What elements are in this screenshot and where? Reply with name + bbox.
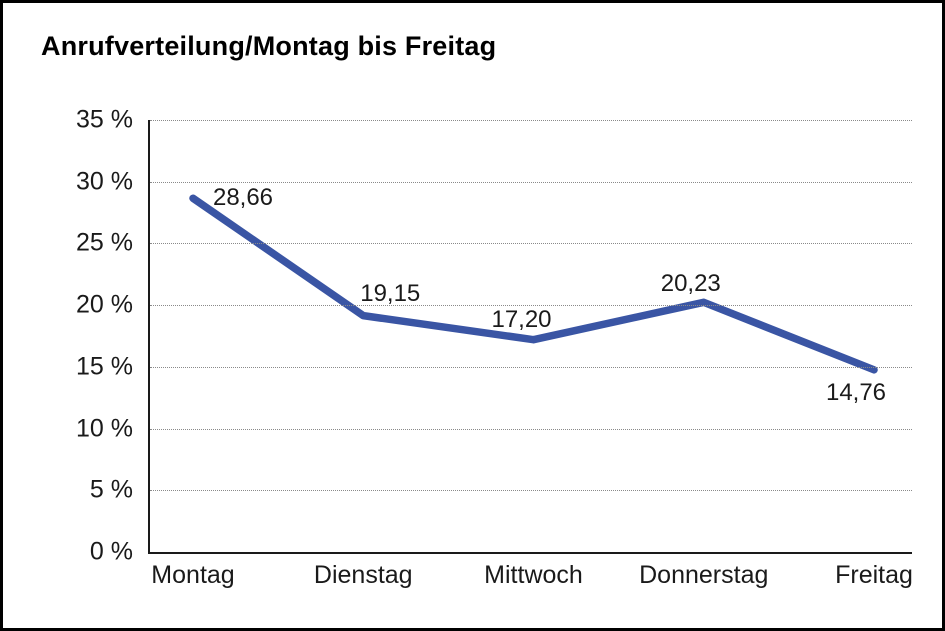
gridline-30 <box>150 181 912 183</box>
gridline-10 <box>150 428 912 430</box>
x-axis-label-montag: Montag <box>151 561 235 589</box>
y-axis-tick-label: 10 % <box>76 414 133 443</box>
gridline-25 <box>150 243 912 245</box>
x-axis-label-freitag: Freitag <box>835 561 913 589</box>
gridline-5 <box>150 490 912 492</box>
y-axis-tick-label: 20 % <box>76 290 133 319</box>
y-axis-tick-label: 5 % <box>89 475 133 504</box>
gridline-15 <box>150 366 912 368</box>
y-axis-tick-label: 25 % <box>76 228 133 257</box>
x-axis-label-dienstag: Dienstag <box>313 561 413 589</box>
y-axis-tick-label: 15 % <box>76 352 133 381</box>
y-axis-tick-label: 30 % <box>76 167 133 196</box>
series-line <box>189 194 878 374</box>
data-point-label: 19,15 <box>360 279 421 307</box>
data-point-label: 14,76 <box>825 378 887 406</box>
data-point-label: 17,20 <box>491 305 552 333</box>
data-point-label: 28,66 <box>212 184 274 212</box>
data-point-label: 20,23 <box>660 270 721 298</box>
x-axis-label-donnerstag: Donnerstag <box>639 561 769 589</box>
y-axis-tick-label: 35 % <box>76 105 133 134</box>
y-axis-tick-label: 0 % <box>89 537 133 566</box>
line-series <box>189 194 878 374</box>
x-axis-label-mittwoch: Mittwoch <box>484 561 583 589</box>
chart-title: Anrufverteilung/Montag bis Freitag <box>41 31 497 61</box>
gridline-35 <box>150 120 912 121</box>
plot-area: 0 % 5 % 10 % 15 % 20 % 25 % 30 % 35 % Montag Dien… <box>76 106 913 590</box>
gridline-20 <box>150 305 912 307</box>
